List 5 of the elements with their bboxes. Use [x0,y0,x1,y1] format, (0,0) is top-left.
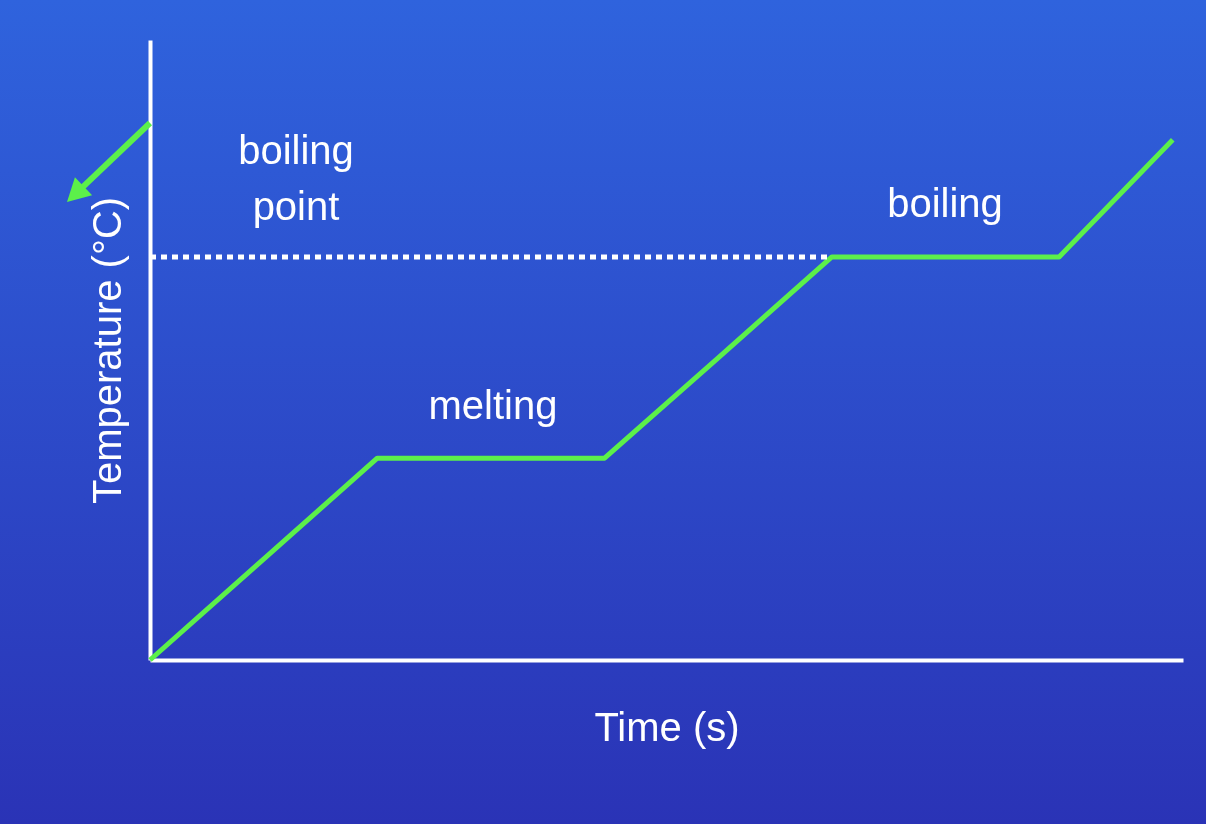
annotation: melting [428,383,558,427]
annotation: boiling [887,181,1003,225]
x-axis-title: Time (s) [594,704,740,749]
annotation: boiling point [238,128,354,228]
y-axis-title: Temperature (°C) [84,196,129,505]
